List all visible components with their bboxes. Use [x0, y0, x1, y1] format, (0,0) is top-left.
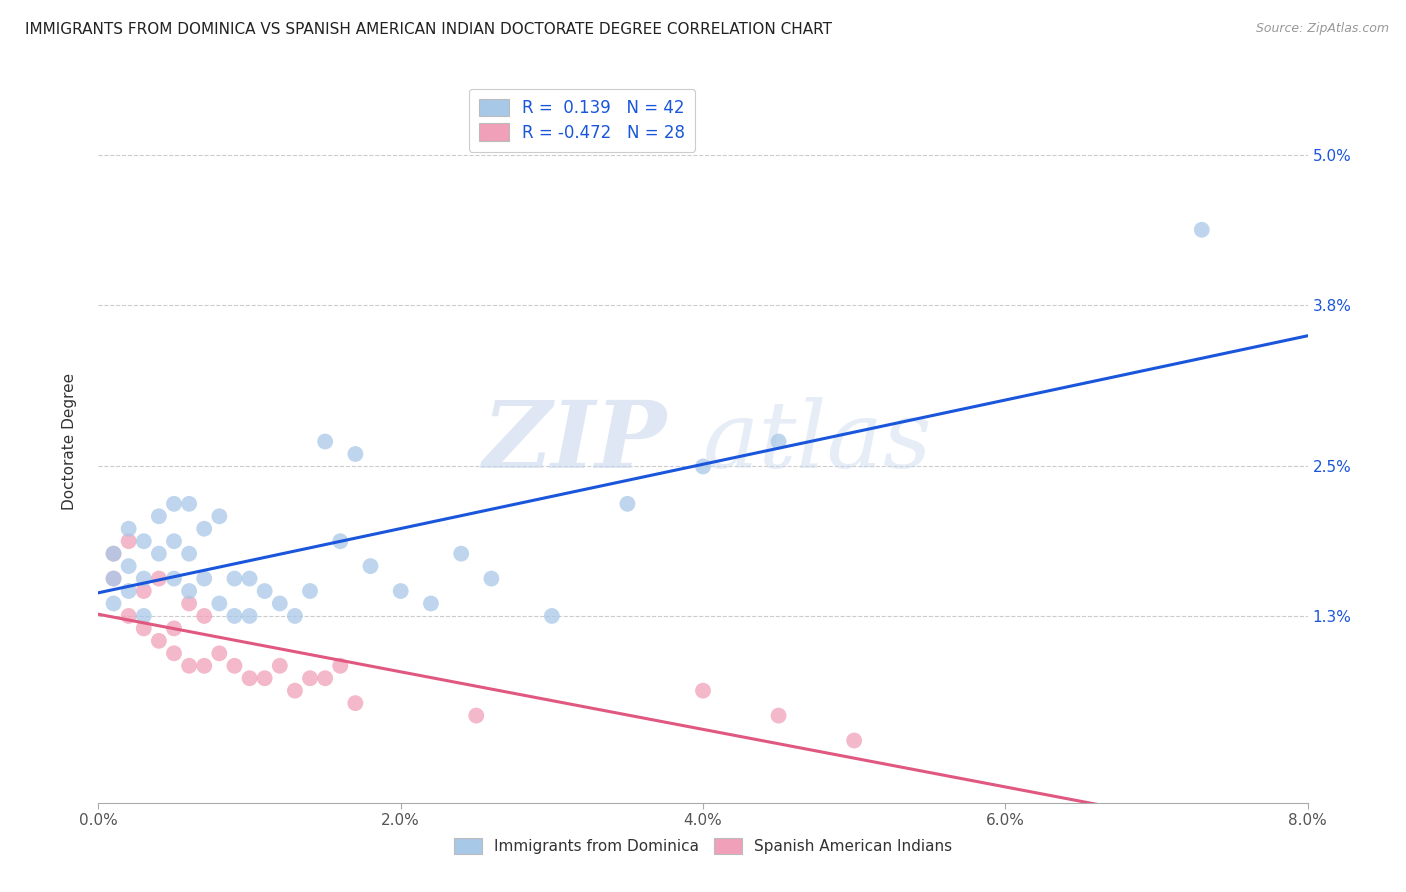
- Point: [616, 497, 638, 511]
- Point: [269, 597, 291, 611]
- Point: [224, 572, 246, 586]
- Point: [179, 547, 201, 561]
- Point: [314, 671, 336, 685]
- Point: [344, 696, 367, 710]
- Point: [103, 547, 125, 561]
- Point: [253, 671, 276, 685]
- Point: [768, 708, 790, 723]
- Point: [329, 658, 352, 673]
- Point: [179, 497, 201, 511]
- Point: [284, 683, 307, 698]
- Point: [193, 658, 215, 673]
- Point: [844, 733, 866, 747]
- Point: [540, 609, 562, 624]
- Legend: Immigrants from Dominica, Spanish American Indians: Immigrants from Dominica, Spanish Americ…: [449, 832, 957, 860]
- Point: [224, 609, 246, 624]
- Point: [360, 559, 382, 574]
- Point: [253, 584, 276, 599]
- Point: [148, 572, 170, 586]
- Point: [163, 572, 186, 586]
- Point: [163, 497, 186, 511]
- Point: [163, 646, 186, 660]
- Point: [420, 597, 443, 611]
- Point: [208, 509, 231, 524]
- Point: [450, 547, 472, 561]
- Point: [132, 534, 155, 549]
- Point: [118, 534, 141, 549]
- Point: [193, 609, 215, 624]
- Point: [692, 459, 714, 474]
- Point: [344, 447, 367, 461]
- Text: IMMIGRANTS FROM DOMINICA VS SPANISH AMERICAN INDIAN DOCTORATE DEGREE CORRELATION: IMMIGRANTS FROM DOMINICA VS SPANISH AMER…: [25, 22, 832, 37]
- Point: [118, 609, 141, 624]
- Point: [299, 671, 322, 685]
- Point: [284, 609, 307, 624]
- Point: [1191, 223, 1213, 237]
- Point: [103, 572, 125, 586]
- Point: [193, 572, 215, 586]
- Point: [103, 547, 125, 561]
- Point: [224, 658, 246, 673]
- Point: [465, 708, 488, 723]
- Text: Source: ZipAtlas.com: Source: ZipAtlas.com: [1256, 22, 1389, 36]
- Point: [692, 683, 714, 698]
- Text: atlas: atlas: [703, 397, 932, 486]
- Point: [132, 584, 155, 599]
- Point: [148, 509, 170, 524]
- Point: [768, 434, 790, 449]
- Point: [239, 572, 262, 586]
- Point: [299, 584, 322, 599]
- Text: ZIP: ZIP: [482, 397, 666, 486]
- Point: [148, 633, 170, 648]
- Point: [103, 572, 125, 586]
- Point: [132, 621, 155, 635]
- Point: [193, 522, 215, 536]
- Point: [239, 609, 262, 624]
- Y-axis label: Doctorate Degree: Doctorate Degree: [62, 373, 77, 510]
- Point: [103, 597, 125, 611]
- Point: [132, 609, 155, 624]
- Point: [163, 534, 186, 549]
- Point: [179, 584, 201, 599]
- Point: [239, 671, 262, 685]
- Point: [118, 584, 141, 599]
- Point: [269, 658, 291, 673]
- Point: [148, 547, 170, 561]
- Point: [208, 646, 231, 660]
- Point: [118, 559, 141, 574]
- Point: [481, 572, 503, 586]
- Point: [132, 572, 155, 586]
- Point: [314, 434, 336, 449]
- Point: [118, 522, 141, 536]
- Point: [389, 584, 412, 599]
- Point: [208, 597, 231, 611]
- Point: [329, 534, 352, 549]
- Point: [163, 621, 186, 635]
- Point: [179, 658, 201, 673]
- Point: [179, 597, 201, 611]
